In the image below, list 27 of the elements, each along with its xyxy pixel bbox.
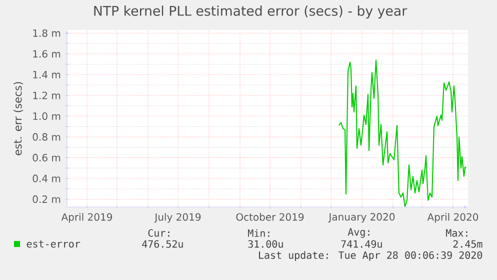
text: 741.49u bbox=[341, 240, 382, 248]
text: 476.52u bbox=[142, 240, 183, 248]
text: 2.45m bbox=[453, 240, 482, 248]
y-tick-label: 1.6 m bbox=[33, 50, 60, 58]
line-series bbox=[338, 60, 467, 208]
y-tick-label: 1.2 m bbox=[33, 92, 60, 100]
x-tick-label: April 2020 bbox=[427, 213, 478, 223]
text: Cur: bbox=[148, 229, 170, 237]
text: 31.00u bbox=[248, 240, 283, 248]
text: Min: bbox=[248, 229, 270, 237]
legend-label: est-error bbox=[26, 240, 80, 248]
y-tick-label: 1.0 m bbox=[33, 112, 60, 120]
x-tick-label: January 2020 bbox=[328, 213, 395, 223]
y-tick-label: 0.2 m bbox=[32, 195, 60, 204]
text: Avg: bbox=[348, 228, 370, 238]
y-axis-title: est. err (secs) bbox=[13, 82, 23, 156]
y-tick-label: 0.4 m bbox=[32, 174, 60, 182]
chart-title: NTP kernel PLL estimated error (secs) - by year bbox=[94, 6, 408, 18]
x-tick-label: July 2019 bbox=[154, 213, 201, 223]
y-tick-label: 1.4 m bbox=[33, 71, 60, 78]
y-tick-label: 0.6 m bbox=[32, 154, 60, 162]
y-tick-label: 1.8 m bbox=[33, 29, 60, 37]
text: Last update: Tue Apr 28 00:06:39 2020 bbox=[259, 251, 482, 261]
y-tick-label: 0.8 m bbox=[32, 133, 60, 141]
x-tick-label: October 2019 bbox=[236, 213, 304, 221]
x-tick-label: April 2019 bbox=[61, 213, 112, 223]
text: Max: bbox=[446, 229, 468, 237]
